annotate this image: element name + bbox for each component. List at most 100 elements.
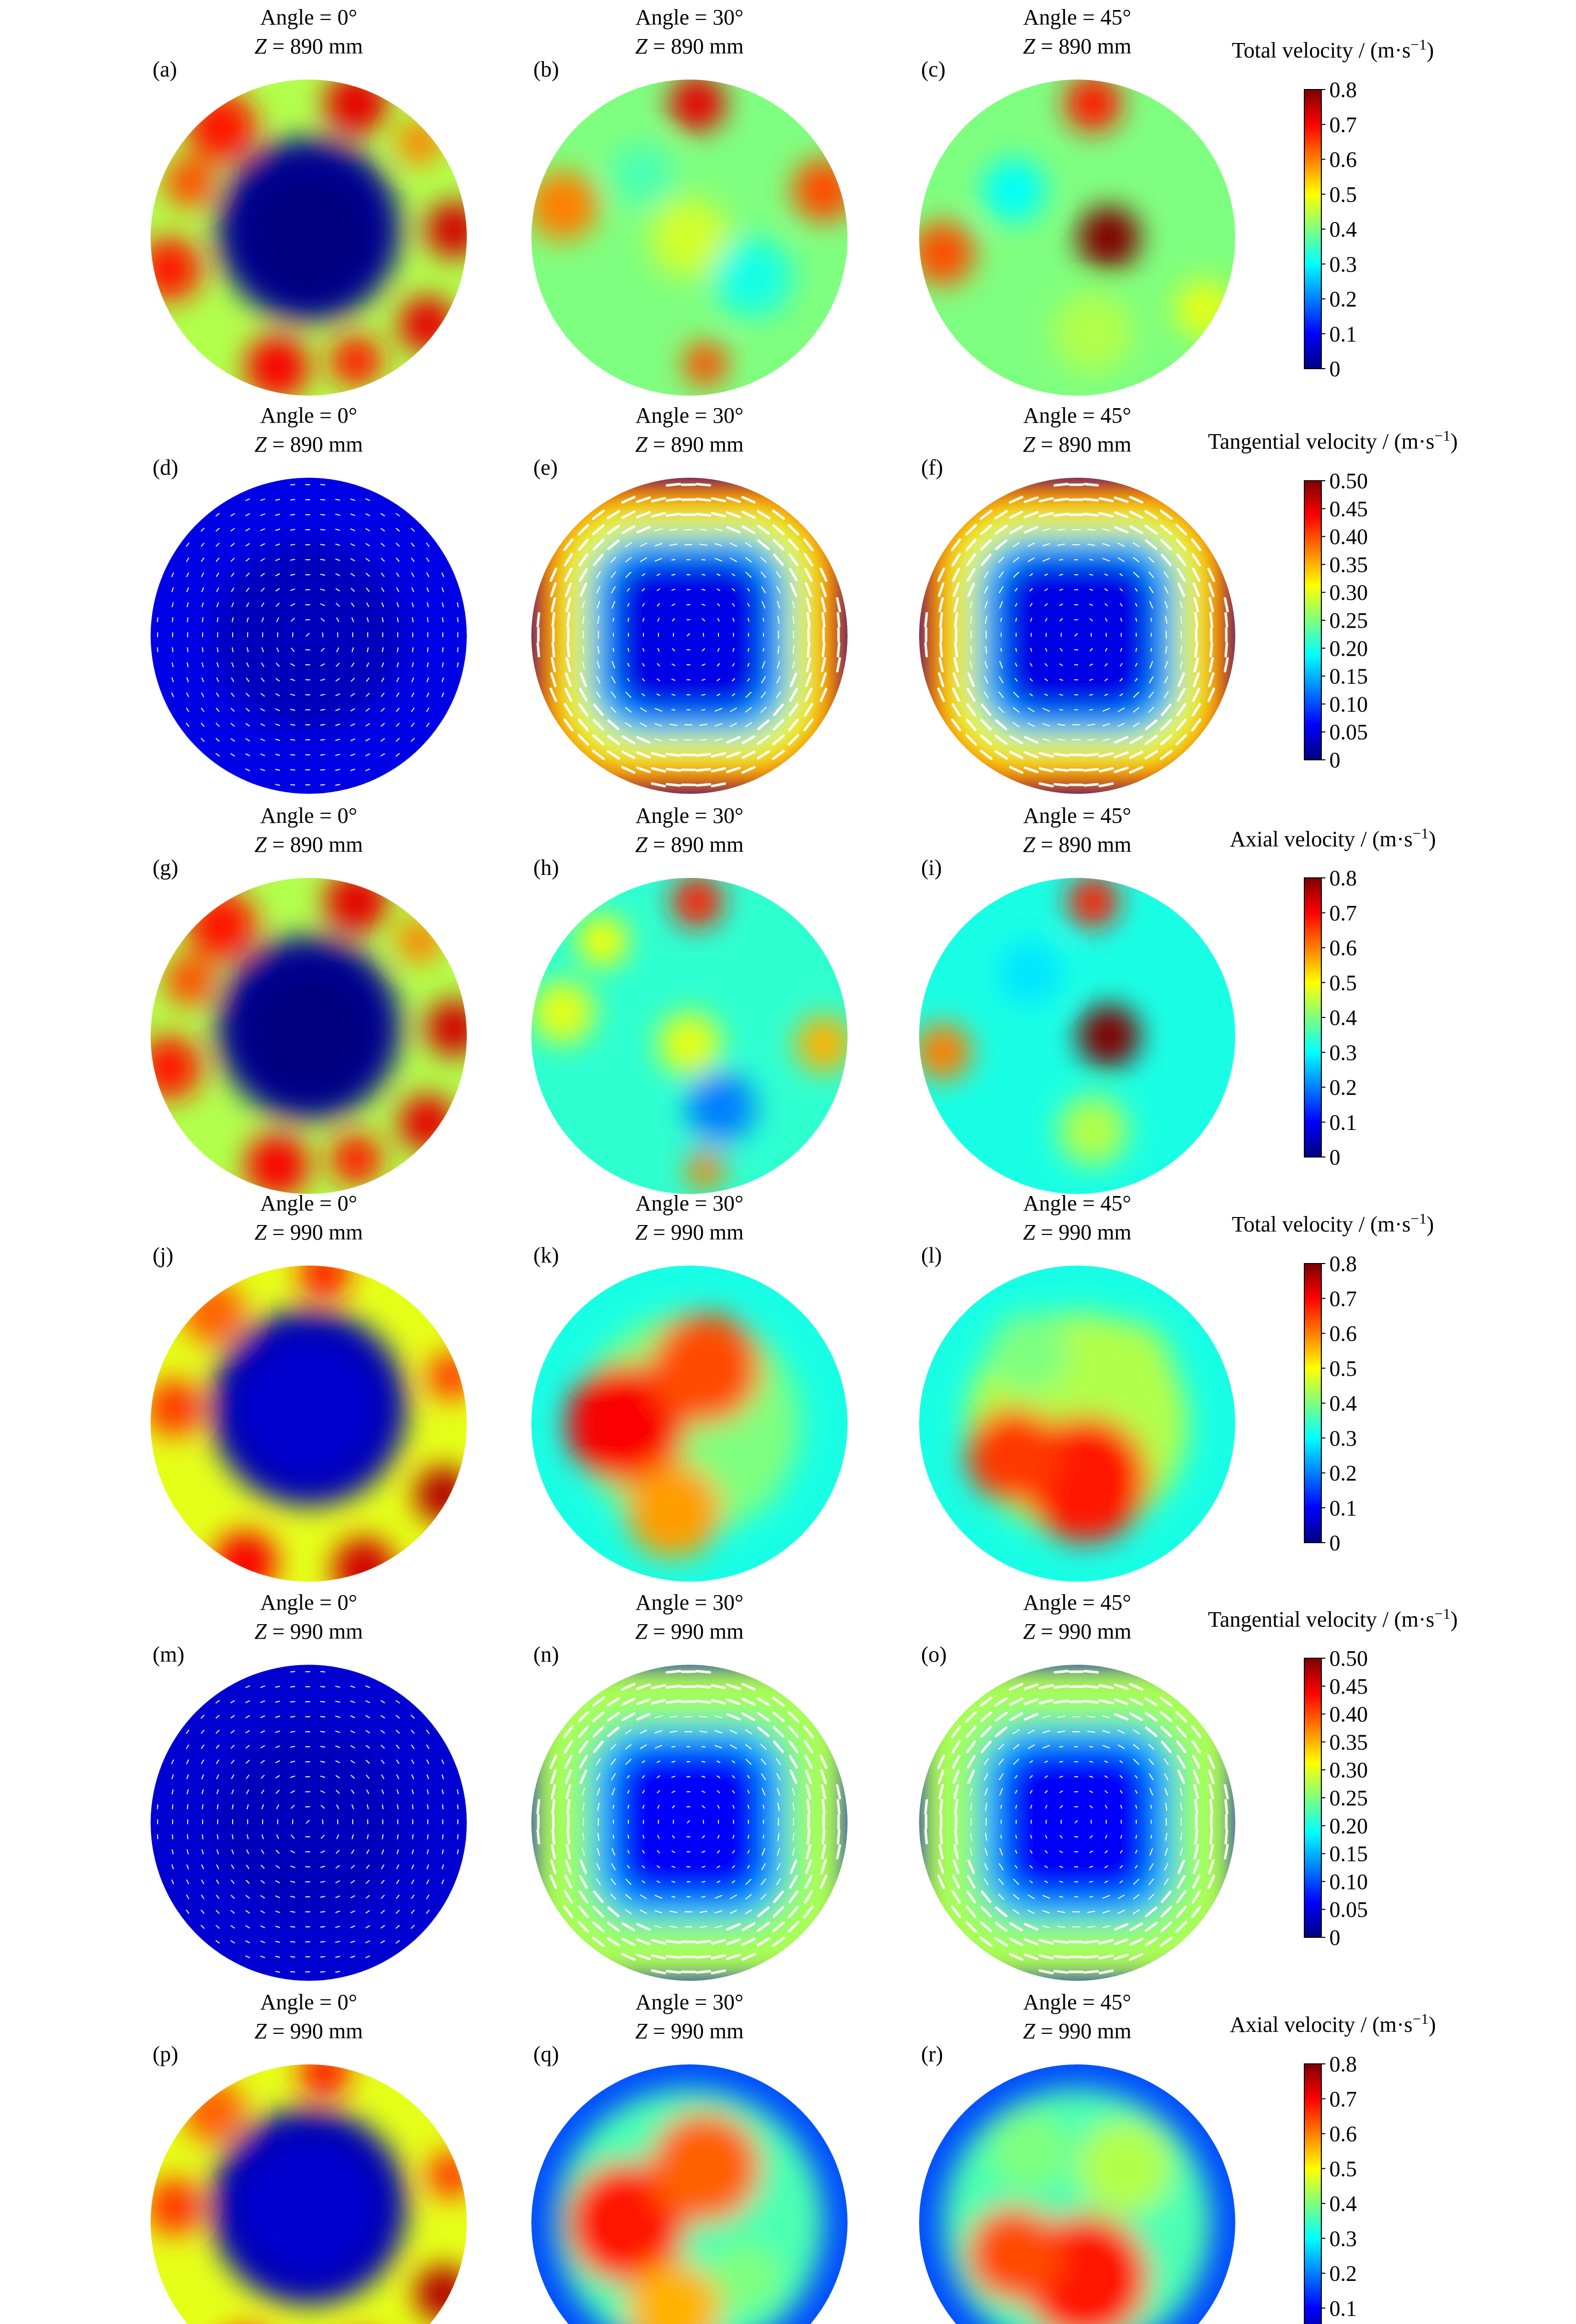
colorbar-tick-label: 0.3 <box>1329 1040 1357 1065</box>
contour-field <box>531 878 848 1194</box>
panel-angle-title: Angle = 0° <box>260 1590 357 1615</box>
colorbar-gradient <box>1304 2063 1322 2324</box>
contour-field <box>919 878 1235 1194</box>
colorbar-tick-label: 0.7 <box>1329 1287 1357 1311</box>
panel-label: (j) <box>153 1243 174 1268</box>
colorbar-tick-label: 0.35 <box>1329 1730 1368 1754</box>
panel-angle-title: Angle = 0° <box>260 1990 357 2014</box>
colorbar-tick-label: 0.8 <box>1329 78 1357 102</box>
panel-grid: Angle = 0° Z = 890 mm (a) Angle = 30° Z = 89… <box>151 5 1235 2324</box>
panel-label: (h) <box>533 855 559 880</box>
colorbar-tick-label: 0.3 <box>1329 1426 1357 1451</box>
panel-label: (d) <box>153 455 178 480</box>
colorbar-tick-label: 0.2 <box>1329 1075 1357 1100</box>
panel-label: (i) <box>921 855 942 880</box>
colorbar-tick-label: 0.45 <box>1329 497 1368 521</box>
colorbar-tick-label: 0.1 <box>1329 1496 1357 1520</box>
colorbar-tick-label: 0 <box>1329 1925 1340 1950</box>
panel-n: Angle = 30° Z = 990 mm (n) <box>531 1590 848 1981</box>
colorbar-3: Axial velocity / (m·s−1) 0 0.1 0.2 0.3 0.4 0.5… <box>1230 825 1436 1170</box>
contour-field <box>151 1665 467 1981</box>
colorbar-tick-label: 0.4 <box>1329 2191 1357 2216</box>
colorbar-title: Tangential velocity / (m·s−1) <box>1208 428 1457 454</box>
panel-z-title: Z = 990 mm <box>1023 2019 1132 2043</box>
panel-angle-title: Angle = 30° <box>635 1590 743 1615</box>
colorbar-tick-label: 0.10 <box>1329 1869 1368 1894</box>
colorbar-gradient <box>1304 1263 1322 1543</box>
panel-e: Angle = 30° Z = 890 mm (e) <box>531 403 848 794</box>
colorbar-gradient <box>1304 89 1322 369</box>
colorbar-title: Tangential velocity / (m·s−1) <box>1208 1606 1457 1632</box>
panel-z-title: Z = 890 mm <box>1023 34 1132 59</box>
colorbar-tick-label: 0 <box>1329 748 1340 772</box>
panel-angle-title: Angle = 0° <box>260 1191 357 1216</box>
panel-z-title: Z = 990 mm <box>1023 1619 1132 1644</box>
colorbar-tick-label: 0.35 <box>1329 552 1368 577</box>
panel-label: (m) <box>153 1642 185 1667</box>
panel-angle-title: Angle = 30° <box>635 1990 743 2014</box>
colorbar-tick-label: 0.5 <box>1329 2156 1357 2181</box>
contour-field <box>531 1665 848 1981</box>
contour-field <box>151 80 467 396</box>
colorbar-tick-label: 0.3 <box>1329 2226 1357 2251</box>
colorbar-tick-label: 0.6 <box>1329 1322 1357 1346</box>
colorbar-gradient <box>1304 480 1322 760</box>
velocity-vectors <box>536 483 842 788</box>
panel-label: (g) <box>153 855 178 880</box>
colorbar-tick-label: 0.50 <box>1329 469 1368 493</box>
colorbar-tick-label: 0.05 <box>1329 1897 1368 1922</box>
panel-label: (b) <box>533 57 559 82</box>
colorbar-6: Axial velocity / (m·s−1)00.10.20.30.40.5… <box>1230 2011 1436 2324</box>
panel-z-title: Z = 990 mm <box>635 2019 744 2043</box>
panel-r: Angle = 45° Z = 990 mm (r) <box>919 1990 1235 2324</box>
contour-field <box>919 1665 1235 1981</box>
panel-i: Angle = 45° Z = 890 mm (i) <box>919 803 1235 1194</box>
colorbar-title: Axial velocity / (m·s−1) <box>1230 825 1436 851</box>
panel-z-title: Z = 990 mm <box>255 1619 363 1644</box>
colorbar-tick-label: 0.8 <box>1329 866 1357 890</box>
colorbar-tick-label: 0.7 <box>1329 901 1357 925</box>
colorbar-tick-label: 0.40 <box>1329 1702 1368 1727</box>
panel-label: (k) <box>533 1243 559 1268</box>
colorbar-tick-label: 0.10 <box>1329 692 1368 716</box>
panel-z-title: Z = 990 mm <box>1023 1220 1132 1245</box>
colorbar-tick-label: 0.45 <box>1329 1674 1368 1699</box>
panel-j: Angle = 0° Z = 990 mm (j) <box>151 1191 467 1582</box>
colorbar-tick-label: 0.30 <box>1329 580 1368 605</box>
contour-field <box>531 80 848 396</box>
panel-d: Angle = 0° Z = 890 mm (d) <box>151 403 467 794</box>
contour-field <box>919 478 1235 794</box>
panel-m: Angle = 0° Z = 990 mm (m) <box>151 1590 467 1981</box>
velocity-vectors <box>157 1671 459 1973</box>
contour-field <box>531 1266 848 1582</box>
panel-angle-title: Angle = 45° <box>1023 803 1131 828</box>
contour-field <box>531 478 848 794</box>
contour-field <box>919 1266 1235 1582</box>
panel-z-title: Z = 890 mm <box>255 432 363 457</box>
panel-f: Angle = 45° Z = 890 mm (f) <box>919 403 1235 794</box>
colorbar-tick-label: 0.5 <box>1329 1356 1357 1381</box>
panel-a: Angle = 0° Z = 890 mm (a) <box>151 5 467 396</box>
contour-field <box>151 478 467 794</box>
panel-z-title: Z = 890 mm <box>635 432 744 457</box>
panel-b: Angle = 30° Z = 890 mm (b) <box>531 5 848 396</box>
colorbar-tick-label: 0 <box>1329 1145 1340 1170</box>
colorbar-tick-label: 0.1 <box>1329 1110 1357 1134</box>
colorbar-gradient <box>1304 1658 1322 1938</box>
colorbar-tick-label: 0 <box>1329 1531 1340 1555</box>
colorbar-tick-label: 0.5 <box>1329 182 1357 207</box>
colorbar-title: Axial velocity / (m·s−1) <box>1230 2011 1436 2037</box>
colorbar-tick-label: 0.7 <box>1329 2087 1357 2111</box>
colorbar-2: Tangential velocity / (m·s−1) 0 0.05 0.10 0.… <box>1208 428 1457 772</box>
panel-l: Angle = 45° Z = 990 mm (l) <box>919 1191 1235 1582</box>
panel-z-title: Z = 990 mm <box>635 1619 744 1644</box>
colorbar-tick-label: 0.8 <box>1329 2052 1357 2076</box>
panel-label: (e) <box>533 455 558 480</box>
colorbar-tick-label: 0.4 <box>1329 1391 1357 1416</box>
colorbar-column: Total velocity / (m·s−1) 0 0.1 0.2 0.3 0.4 0.5… <box>1208 37 1458 2324</box>
panel-label: (a) <box>153 57 177 82</box>
colorbar-tick-label: 0.1 <box>1329 322 1357 346</box>
panel-q: Angle = 30° Z = 990 mm (q) <box>531 1990 848 2324</box>
panel-label: (r) <box>921 2042 943 2066</box>
panel-angle-title: Angle = 30° <box>635 803 743 828</box>
